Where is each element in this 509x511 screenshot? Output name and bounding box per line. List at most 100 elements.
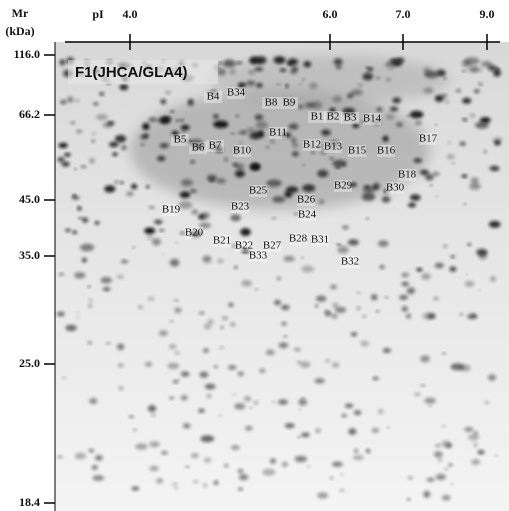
spot [169,320,174,323]
label-bg [348,145,366,157]
spot [299,83,303,85]
spot-label: B28 [289,233,308,245]
spot [478,251,488,260]
spot [425,173,434,181]
spot-label: B15 [348,145,367,157]
mr-label: Mr [12,6,29,20]
label-bg [341,112,359,124]
spot [191,209,199,215]
spot [342,163,346,167]
spot [180,119,184,122]
spot [121,259,128,264]
spot [344,403,354,409]
spot [235,153,237,156]
spot [253,400,259,405]
spot [151,413,156,417]
spot [91,465,98,470]
spot [328,139,340,148]
spot [437,457,443,463]
spot [57,455,63,459]
spot [333,58,343,66]
spot-label: B18 [398,169,417,181]
spot-label: B7 [209,140,222,152]
label-bg [227,87,245,99]
spot [161,451,168,455]
spot [95,455,103,461]
spot [94,221,100,225]
spot [174,487,178,490]
spot [288,123,299,130]
spot [444,467,449,471]
spot [231,244,239,248]
label-bg [311,234,329,246]
label-bg [235,240,253,252]
spot [435,443,441,448]
spot-label: B34 [227,87,246,99]
spot [116,274,124,279]
spot [347,96,353,99]
spot [347,239,359,246]
spot [405,313,412,319]
spot [178,201,193,210]
spot [317,169,329,178]
spot [227,365,237,370]
spot [496,67,500,71]
spot [467,66,478,73]
spot [335,166,340,169]
spot [170,110,175,113]
spot [366,217,369,220]
spot [334,306,347,313]
spot [246,80,256,86]
label-bg [263,240,281,252]
spot [427,313,436,319]
spot [240,228,251,237]
spot [202,255,212,263]
label-bg [185,227,203,239]
spot [443,244,448,248]
label-bg [162,204,180,216]
gel-spots [56,55,503,501]
spot [204,383,216,390]
spot [162,253,164,255]
spot-label: B31 [311,234,329,246]
spot [120,181,124,185]
spot [349,182,357,187]
spot [60,99,67,105]
spot [371,427,380,433]
label-bg [419,133,437,145]
spot [131,486,140,491]
spot [385,63,391,66]
spot-label: B17 [419,133,438,145]
spot [470,113,475,118]
spot [190,231,202,238]
spot [269,458,277,464]
spot [357,83,364,87]
spot [106,342,111,345]
spot [236,61,243,65]
label-bg [308,111,326,123]
spot [462,70,466,72]
spot [306,465,311,468]
spot [258,130,264,137]
spot [224,158,229,162]
spot [463,203,467,206]
spot [126,191,134,197]
spot [91,139,95,143]
spot [169,396,174,400]
spot [321,129,331,136]
label-bg [280,97,298,109]
spot [199,371,209,378]
spot [183,423,191,429]
spot [488,220,501,228]
spot [329,157,334,160]
spot [99,92,105,96]
spot [255,56,267,64]
spot-label: B24 [298,209,317,221]
spot [383,189,389,193]
spot [254,288,259,291]
spot [238,487,243,491]
spot [58,273,64,276]
spot-label: B3 [344,112,357,124]
label-bg [171,134,189,146]
spot [246,127,256,134]
